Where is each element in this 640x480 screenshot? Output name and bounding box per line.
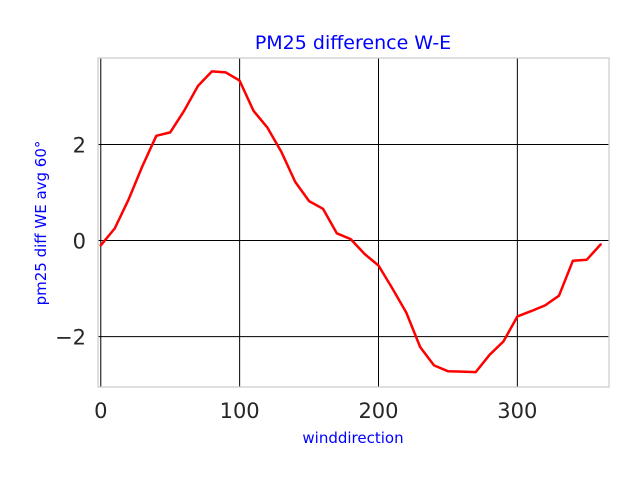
y-tick-label: 2 [73,133,86,157]
y-tick-label: 0 [73,230,86,254]
plot-frame [97,57,610,388]
x-axis-label: winddirection [302,429,403,447]
x-tick-label: 0 [94,399,107,423]
x-tick-label: 300 [497,399,537,423]
x-axis-ticks: 0 100 200 300 [94,399,537,423]
x-tick-label: 200 [358,399,398,423]
y-axis-label: pm25 diff WE avg 60° [32,141,50,306]
y-tick-label: −2 [55,326,86,350]
x-tick-label: 100 [220,399,260,423]
chart-title: PM25 difference W-E [255,32,451,54]
series-layer [99,70,602,374]
grid [98,58,609,387]
y-axis-ticks: −2 0 2 [55,133,86,349]
series-line-0 [99,70,602,374]
